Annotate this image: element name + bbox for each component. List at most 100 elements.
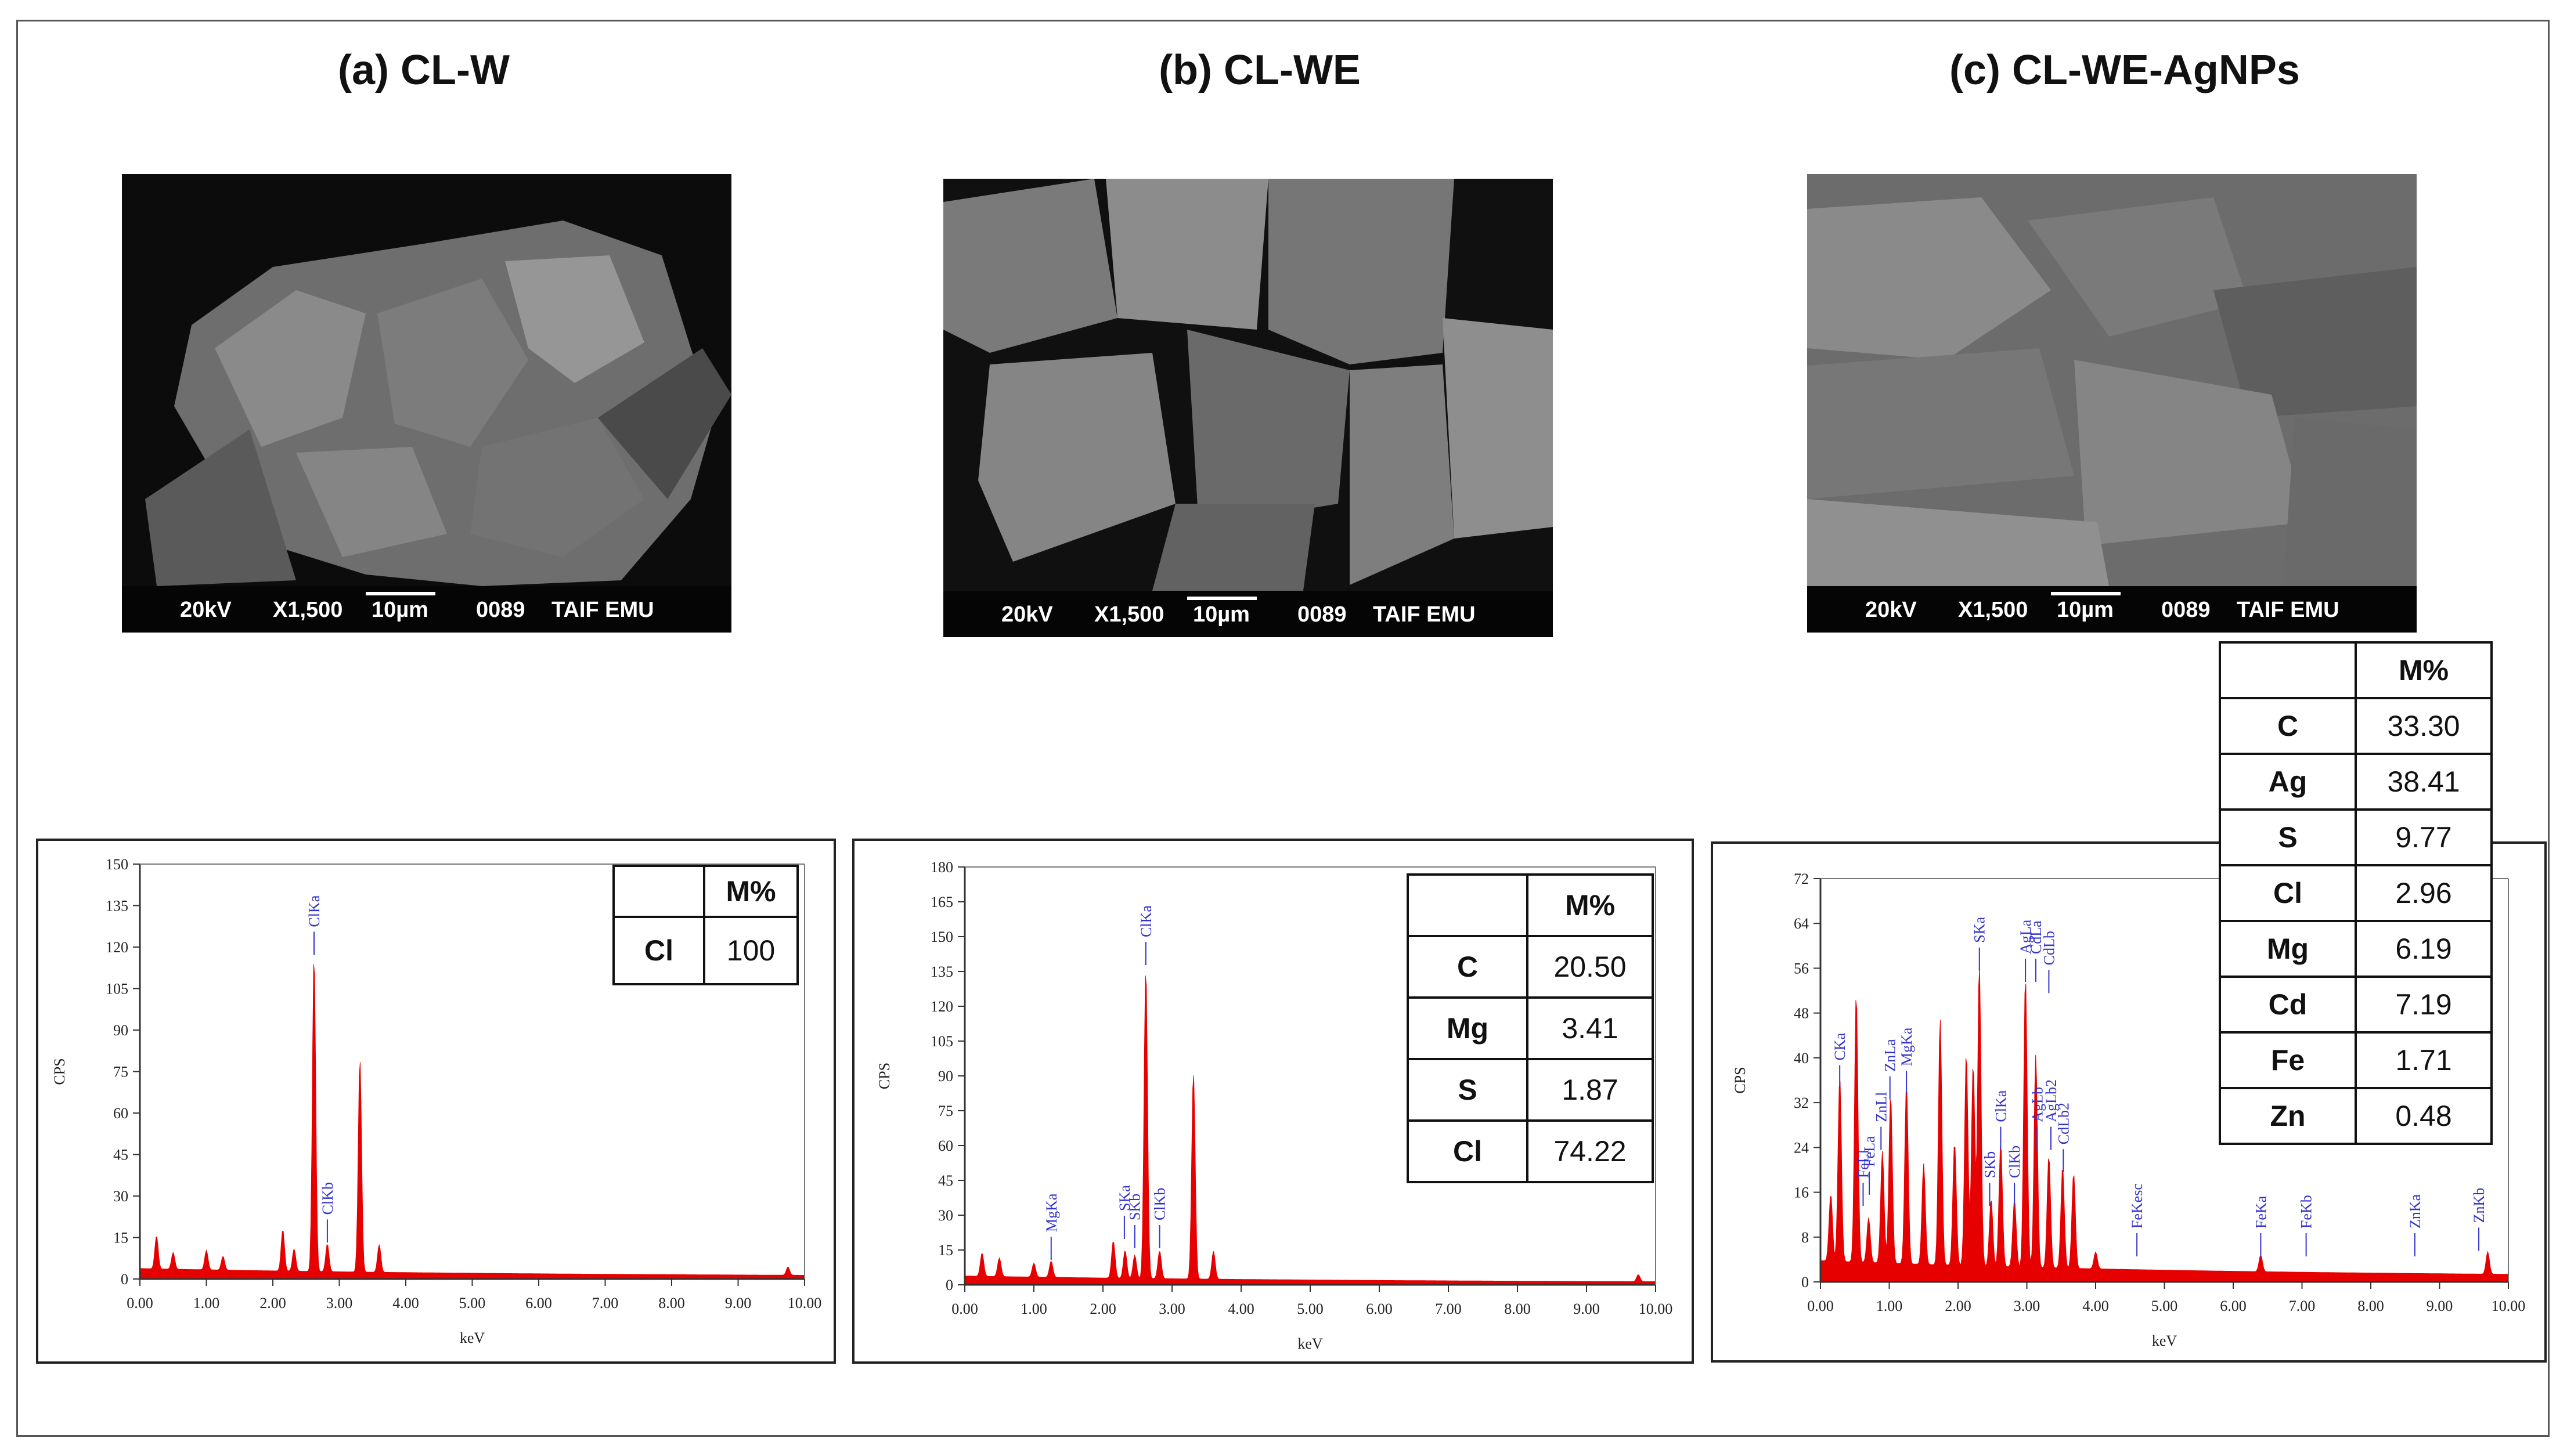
x-axis-label: keV <box>2152 1332 2177 1349</box>
value-cell: 74.22 <box>1526 1119 1654 1183</box>
peak-label: ZnLa <box>1882 1039 1899 1072</box>
y-tick-label: 75 <box>938 1103 953 1119</box>
x-tick-label: 0.00 <box>1807 1298 1834 1314</box>
element-cell: Zn <box>2219 1087 2357 1145</box>
x-tick-label: 6.00 <box>525 1295 552 1312</box>
value-cell: 20.50 <box>1526 935 1654 999</box>
x-tick-label: 5.00 <box>459 1295 486 1312</box>
x-axis-label: keV <box>460 1329 485 1346</box>
eds-spectrum-c-plot: 0 8 16 24 32 40 48 56 64 72 0.00 1.00 2.00 3.00 4.00 5.… <box>1732 870 2525 1349</box>
value-cell: 1.71 <box>2355 1031 2493 1089</box>
peak-label: ZnKb <box>2471 1188 2487 1223</box>
x-tick-label: 10.00 <box>1639 1300 1673 1317</box>
y-axis-label: CPS <box>1732 1067 1748 1093</box>
sem-info-bar-b: 20kV X1,500 10µm 0089 TAIF EMU <box>943 591 1553 637</box>
x-tick-label: 8.00 <box>2357 1298 2384 1314</box>
x-tick-label: 6.00 <box>1366 1300 1393 1317</box>
x-tick-label: 0.00 <box>951 1300 978 1317</box>
element-cell: Fe <box>2219 1031 2357 1089</box>
x-tick-label: 10.00 <box>788 1295 822 1312</box>
x-tick-label: 3.00 <box>1159 1300 1185 1317</box>
peak-label: ClKa <box>1138 905 1155 937</box>
element-cell: Cl <box>2219 864 2357 922</box>
y-tick-label: 40 <box>1794 1050 1809 1067</box>
spectrum-area <box>1820 967 2509 1282</box>
x-tick-label: 2.00 <box>1090 1300 1116 1317</box>
peak-label: ClKb <box>2006 1146 2023 1178</box>
element-cell: S <box>1407 1058 1528 1122</box>
x-tick-label: 7.00 <box>592 1295 619 1312</box>
composition-table-c: M% C 33.30 Ag 38.41 S 9.77 Cl 2.96 Mg 6.19 Cd… <box>2219 641 2493 1145</box>
y-tick-label: 64 <box>1794 915 1809 932</box>
y-tick-label: 120 <box>931 998 953 1015</box>
peak-label: SKa <box>1971 917 1988 943</box>
sem-scale: 10µm <box>1193 602 1250 627</box>
value-cell: 7.19 <box>2355 976 2493 1034</box>
x-tick-label: 4.00 <box>2082 1298 2109 1314</box>
peak-label: ClKa <box>1992 1090 2009 1122</box>
peak-label: CKa <box>1831 1032 1848 1060</box>
peak-label: CdLa <box>2028 920 2045 954</box>
x-tick-label: 1.00 <box>193 1295 220 1312</box>
y-tick-label: 8 <box>1801 1229 1809 1246</box>
y-tick-label: 15 <box>938 1242 953 1259</box>
spectrum-area <box>964 976 1656 1285</box>
sem-magnification: X1,500 <box>1094 602 1164 627</box>
sem-magnification: X1,500 <box>1958 598 2028 622</box>
element-cell: Cl <box>612 916 705 985</box>
element-cell: C <box>2219 697 2357 755</box>
value-cell: 0.48 <box>2355 1087 2493 1145</box>
peak-label: SKb <box>1982 1151 1999 1178</box>
y-tick-label: 24 <box>1794 1139 1809 1156</box>
x-tick-label: 3.00 <box>326 1295 353 1312</box>
y-tick-label: 60 <box>113 1105 128 1122</box>
scale-bar <box>2051 592 2121 595</box>
panel-b-title: (b) CL-WE <box>1159 47 1361 93</box>
y-tick-label: 16 <box>1794 1184 1809 1201</box>
x-tick-label: 5.00 <box>1297 1300 1324 1317</box>
x-tick-label: 4.00 <box>392 1295 419 1312</box>
spectrum-area <box>139 964 805 1280</box>
x-tick-label: 9.00 <box>2427 1298 2453 1314</box>
value-cell: 2.96 <box>2355 864 2493 922</box>
x-tick-label: 8.00 <box>1504 1300 1531 1317</box>
y-tick-label: 0 <box>121 1271 128 1288</box>
sem-kv: 20kV <box>180 598 232 622</box>
peak-label: CdLb <box>2040 931 2057 965</box>
x-tick-label: 0.00 <box>127 1295 153 1312</box>
x-tick-label: 2.00 <box>1945 1298 1971 1314</box>
sem-micrograph-b <box>943 179 1553 591</box>
peak-label: CdLb2 <box>2055 1103 2072 1144</box>
x-tick-label: 2.00 <box>259 1295 286 1312</box>
y-tick-label: 90 <box>113 1022 128 1039</box>
table-header: M% <box>703 865 799 918</box>
scale-bar <box>1187 597 1257 600</box>
x-tick-label: 4.00 <box>1228 1300 1254 1317</box>
value-cell: 100 <box>703 916 799 985</box>
y-tick-label: 150 <box>106 856 128 873</box>
y-tick-label: 180 <box>931 859 953 876</box>
x-axis-label: keV <box>1297 1335 1323 1352</box>
scale-bar <box>366 592 435 595</box>
y-tick-label: 105 <box>106 981 128 998</box>
x-tick-label: 9.00 <box>725 1295 752 1312</box>
y-tick-label: 0 <box>1801 1274 1809 1291</box>
peak-label: SKa <box>1116 1185 1133 1211</box>
y-tick-label: 60 <box>938 1137 953 1154</box>
y-tick-label: 75 <box>113 1064 128 1081</box>
y-tick-label: 45 <box>938 1172 953 1189</box>
peak-label: AgLb <box>2029 1087 2046 1122</box>
y-axis-label: CPS <box>51 1058 68 1085</box>
y-tick-label: 135 <box>106 898 128 915</box>
sem-image-number: 0089 <box>476 598 525 622</box>
y-tick-label: 56 <box>1794 960 1809 977</box>
peak-label: ZnLl <box>1873 1092 1890 1122</box>
sem-lab: TAIF EMU <box>1373 602 1476 627</box>
peak-label: AgLa <box>2017 919 2034 954</box>
value-cell: 1.87 <box>1526 1058 1654 1122</box>
sem-image-c: 20kV X1,500 10µm 0089 TAIF EMU <box>1807 174 2417 633</box>
table-header: M% <box>1526 873 1654 937</box>
y-tick-label: 120 <box>106 939 128 956</box>
x-tick-label: 1.00 <box>1876 1298 1903 1314</box>
x-tick-label: 5.00 <box>2151 1298 2178 1314</box>
